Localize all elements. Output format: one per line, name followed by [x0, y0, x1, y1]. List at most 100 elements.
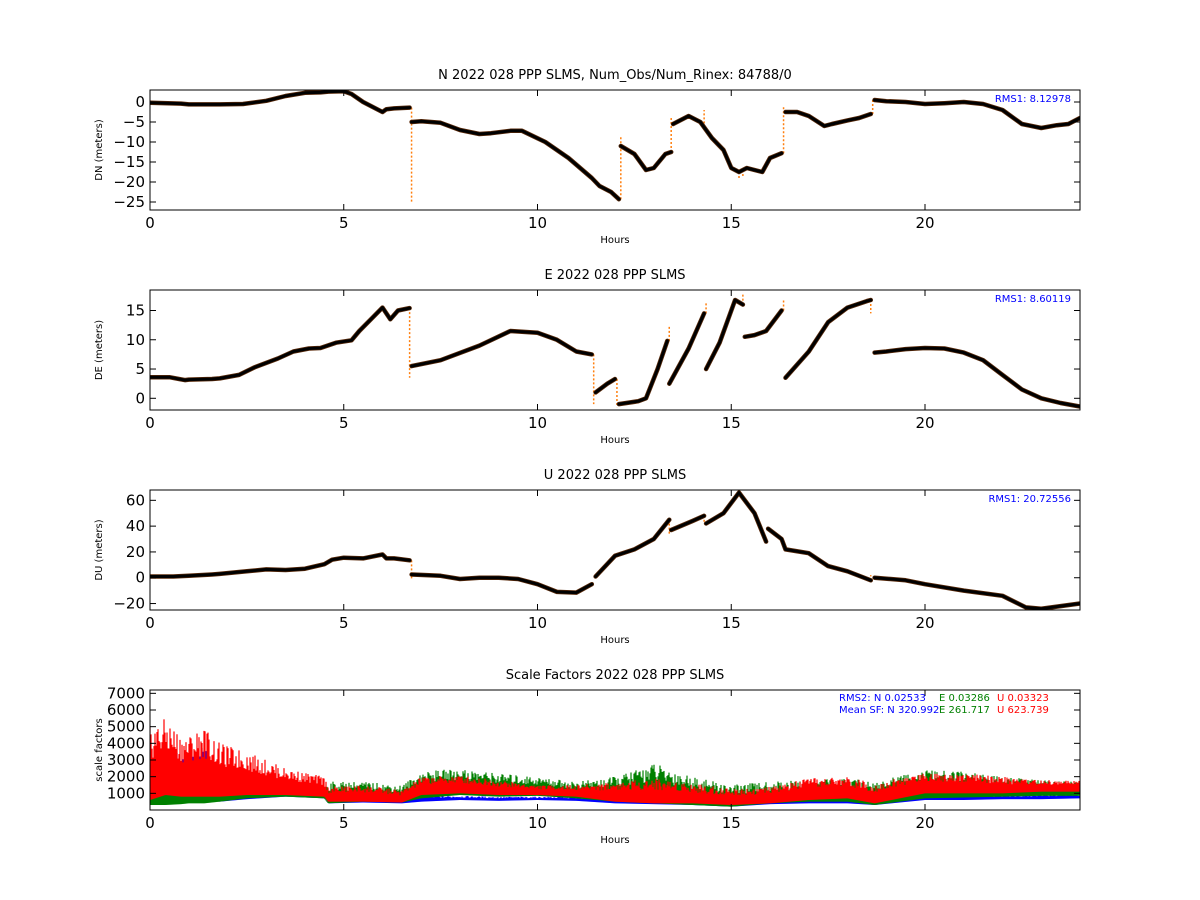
y-axis-label: scale factors	[94, 718, 105, 781]
rms-annotation: RMS1: 20.72556	[988, 494, 1071, 505]
stats-annotation: RMS2: N 0.02533	[839, 693, 926, 704]
y-tick-label: 2000	[107, 768, 145, 786]
series-segment	[766, 527, 873, 582]
stats-annotation: Mean SF: N 320.992	[839, 705, 939, 716]
y-tick-label: 40	[126, 517, 145, 535]
y-tick-label: −20	[113, 595, 145, 613]
y-tick-label: 1000	[107, 784, 145, 802]
x-axis-label: Hours	[600, 235, 629, 246]
series-segment	[873, 98, 1080, 130]
stats-annotation: U 623.739	[997, 705, 1049, 716]
y-axis-label: DN (meters)	[94, 119, 105, 181]
plot-area	[150, 292, 1080, 409]
series-segment	[619, 144, 673, 172]
series-segment	[667, 311, 706, 386]
series-segment	[873, 576, 1080, 610]
series-segment	[671, 114, 784, 174]
x-tick-label: 15	[722, 214, 741, 232]
y-tick-label: 7000	[107, 684, 145, 702]
x-tick-label: 20	[915, 614, 934, 632]
chart-title: Scale Factors 2022 028 PPP SLMS	[506, 668, 725, 683]
y-tick-label: 5	[135, 360, 145, 378]
chart-title: N 2022 028 PPP SLMS, Num_Obs/Num_Rinex: …	[438, 68, 792, 83]
rms-annotation: RMS1: 8.12978	[995, 94, 1071, 105]
axes-frame	[149, 689, 1081, 811]
y-tick-label: 6000	[107, 701, 145, 719]
series-segment	[669, 514, 706, 532]
x-tick-label: 15	[722, 614, 741, 632]
series-segment-halo	[783, 297, 874, 381]
x-tick-label: 5	[339, 414, 349, 432]
series-segment-halo	[765, 526, 874, 583]
axes-frame	[149, 89, 1081, 211]
stats-annotation: U 0.03323	[997, 693, 1049, 704]
x-axis-label: Hours	[600, 435, 629, 446]
y-axis-label: DE (meters)	[94, 320, 105, 380]
y-tick-label: 0	[135, 389, 145, 407]
series-segment	[617, 339, 669, 406]
rms-annotation: RMS1: 8.60119	[995, 294, 1071, 305]
series-segment	[150, 306, 412, 382]
series-segment	[784, 110, 873, 128]
series-segment-halo	[150, 90, 412, 115]
x-tick-label: 10	[528, 214, 547, 232]
series-segment-halo	[593, 517, 672, 579]
y-tick-label: 5000	[107, 718, 145, 736]
series-segment	[410, 119, 621, 201]
stats-annotation: E 0.03286	[939, 693, 990, 704]
stats-annotation: E 261.717	[939, 705, 990, 716]
x-tick-label: 20	[915, 414, 934, 432]
y-tick-label: 0	[135, 569, 145, 587]
series-segment-halo	[616, 338, 670, 407]
series-segment	[743, 309, 784, 339]
series-segment	[594, 518, 671, 578]
y-tick-label: 4000	[107, 734, 145, 752]
x-tick-label: 0	[145, 214, 155, 232]
series-segment	[784, 298, 873, 380]
x-tick-label: 10	[528, 814, 547, 832]
series-U	[150, 719, 1080, 805]
chart-title: E 2022 028 PPP SLMS	[544, 268, 685, 283]
x-tick-label: 0	[145, 414, 155, 432]
x-tick-label: 15	[722, 414, 741, 432]
plot-area	[150, 719, 1080, 807]
y-tick-label: 15	[126, 301, 145, 319]
series-segment	[410, 329, 594, 368]
series-segment	[873, 346, 1080, 408]
axes-frame	[149, 489, 1081, 611]
y-tick-label: 0	[135, 93, 145, 111]
series-segment	[410, 573, 594, 595]
chart-title: U 2022 028 PPP SLMS	[544, 468, 686, 483]
y-tick-label: −20	[113, 173, 145, 191]
series-segment	[594, 377, 617, 394]
y-tick-label: 10	[126, 331, 145, 349]
y-tick-label: 3000	[107, 751, 145, 769]
y-tick-label: −25	[113, 193, 145, 211]
x-axis-label: Hours	[600, 635, 629, 646]
series-segment	[150, 553, 412, 578]
series-segment	[150, 90, 412, 114]
x-tick-label: 15	[722, 814, 741, 832]
chart-panel-0: 0 5 10 15 20 0 −5 −10 −15 −20 −25 N 2022 028 PPP SL…	[94, 68, 1081, 246]
series-segment-halo	[409, 118, 622, 202]
x-tick-label: 20	[915, 814, 934, 832]
x-tick-label: 5	[339, 814, 349, 832]
series-segment	[704, 298, 745, 371]
x-tick-label: 10	[528, 614, 547, 632]
x-tick-label: 20	[915, 214, 934, 232]
y-axis-label: DU (meters)	[94, 519, 105, 580]
x-tick-label: 0	[145, 814, 155, 832]
y-tick-label: 20	[126, 543, 145, 561]
x-tick-label: 10	[528, 414, 547, 432]
series-segment	[704, 491, 768, 544]
x-axis-label: Hours	[600, 835, 629, 846]
plot-area	[150, 90, 1080, 202]
x-tick-label: 5	[339, 614, 349, 632]
x-tick-label: 5	[339, 214, 349, 232]
y-tick-label: −15	[113, 153, 145, 171]
x-tick-label: 0	[145, 614, 155, 632]
axes-frame	[149, 289, 1081, 411]
